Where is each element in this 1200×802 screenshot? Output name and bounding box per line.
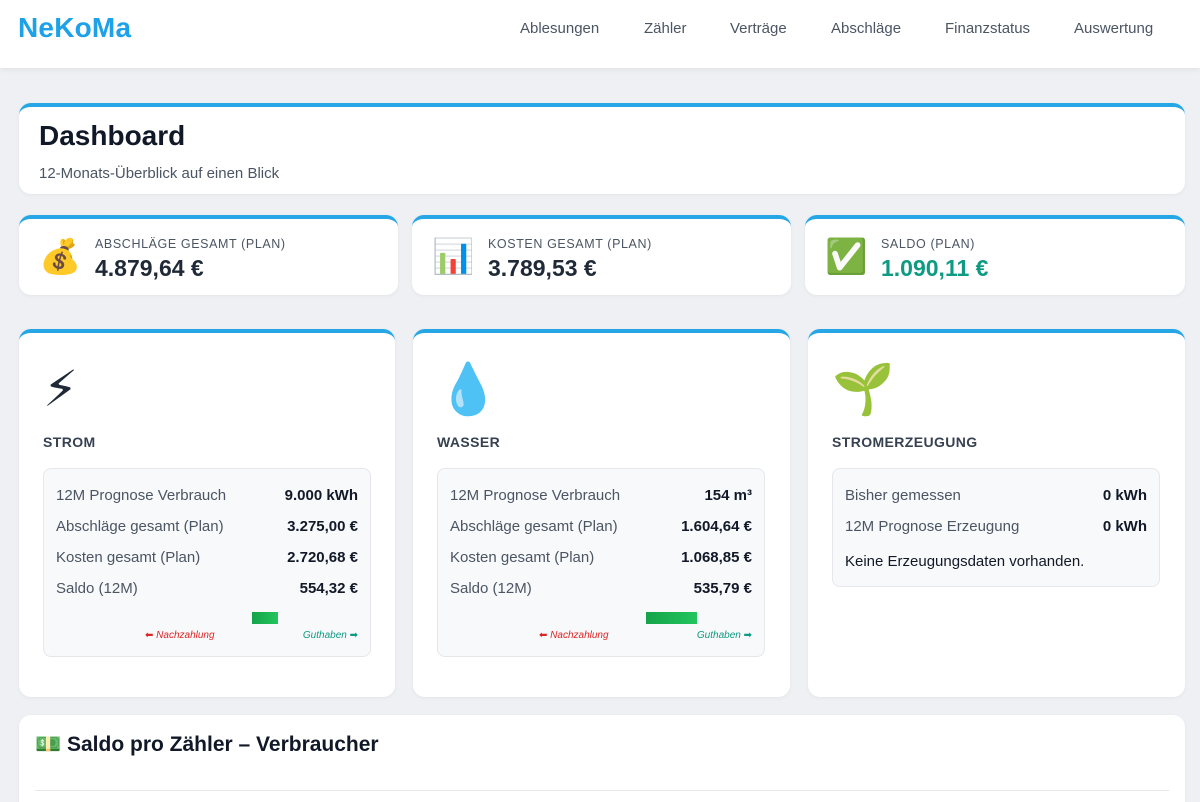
detail-row: 12M Prognose Verbrauch 9.000 kWh — [56, 487, 358, 507]
kpi-card-kosten: 📊 Kosten gesamt (Plan) 3.789,53 € — [412, 215, 791, 295]
detail-label: Kosten gesamt (Plan) — [56, 549, 201, 566]
detail-value: 535,79 € — [693, 580, 752, 597]
kpi-value: 3.789,53 € — [488, 255, 597, 281]
detail-row: Bisher gemessen 0 kWh — [845, 487, 1147, 507]
page-subtitle: 12-Monats-Überblick auf einen Blick — [39, 165, 280, 182]
nav-link-abschlaege[interactable]: Abschläge — [831, 20, 902, 37]
kpi-label: Saldo (Plan) — [881, 237, 976, 251]
nav-link-vertraege[interactable]: Verträge — [730, 20, 787, 37]
top-navigation-bar: NeKoMa Ablesungen Zähler Verträge Abschl… — [0, 0, 1200, 68]
balance-bar-fill — [646, 612, 697, 624]
kpi-label: Kosten gesamt (Plan) — [488, 237, 652, 251]
lightning-icon: ⚡ — [43, 361, 79, 417]
service-title: STROMERZEUGUNG — [832, 434, 978, 450]
nav-link-auswertung[interactable]: Auswertung — [1074, 20, 1154, 37]
detail-value: 1.068,85 € — [681, 549, 752, 566]
water-drop-icon: 💧 — [437, 361, 500, 417]
nav-link-zaehler[interactable]: Zähler — [644, 20, 687, 37]
legend-nachzahlung: ⬅ Nachzahlung — [145, 630, 215, 641]
service-card-wasser: 💧 WASSER 12M Prognose Verbrauch 154 m³ A… — [413, 329, 790, 697]
detail-value: 554,32 € — [299, 580, 358, 597]
empty-state-note: Keine Erzeugungsdaten vorhanden. — [845, 553, 1085, 570]
detail-value: 3.275,00 € — [287, 518, 358, 535]
balance-bar — [144, 612, 360, 624]
service-title: STROM — [43, 434, 96, 450]
detail-row: Kosten gesamt (Plan) 2.720,68 € — [56, 549, 358, 569]
detail-label: 12M Prognose Erzeugung — [845, 518, 1020, 535]
detail-label: Saldo (12M) — [56, 580, 138, 597]
detail-row: Saldo (12M) 535,79 € — [450, 580, 752, 600]
detail-row: Kosten gesamt (Plan) 1.068,85 € — [450, 549, 752, 569]
detail-row: 12M Prognose Verbrauch 154 m³ — [450, 487, 752, 507]
dashboard-header-card: Dashboard 12-Monats-Überblick auf einen … — [19, 103, 1185, 194]
nav-link-ablesungen[interactable]: Ablesungen — [520, 20, 600, 37]
service-details: Bisher gemessen 0 kWh 12M Prognose Erzeu… — [832, 468, 1160, 587]
legend-guthaben: Guthaben ➡ — [696, 630, 752, 641]
detail-row: 12M Prognose Erzeugung 0 kWh — [845, 518, 1147, 538]
section-divider — [35, 790, 1169, 791]
detail-value: 0 kWh — [1102, 487, 1147, 504]
section-title-text: Saldo pro Zähler – Verbraucher — [67, 733, 379, 756]
service-details: 12M Prognose Verbrauch 154 m³ Abschläge … — [437, 468, 765, 657]
seedling-icon: 🌱 — [832, 361, 895, 417]
section-title: 💵 Saldo pro Zähler – Verbraucher — [35, 733, 379, 757]
detail-label: 12M Prognose Verbrauch — [450, 487, 621, 504]
service-title: WASSER — [437, 434, 501, 450]
detail-label: Bisher gemessen — [845, 487, 961, 504]
detail-label: Kosten gesamt (Plan) — [450, 549, 595, 566]
detail-value: 0 kWh — [1102, 518, 1147, 535]
detail-value: 1.604,64 € — [681, 518, 752, 535]
kpi-card-saldo: ✅ Saldo (Plan) 1.090,11 € — [805, 215, 1185, 295]
legend-nachzahlung: ⬅ Nachzahlung — [539, 630, 609, 641]
kpi-value: 4.879,64 € — [95, 255, 204, 281]
detail-value: 9.000 kWh — [284, 487, 358, 504]
detail-row: Saldo (12M) 554,32 € — [56, 580, 358, 600]
service-card-strom: ⚡ STROM 12M Prognose Verbrauch 9.000 kWh… — [19, 329, 395, 697]
detail-label: Abschläge gesamt (Plan) — [56, 518, 224, 535]
legend-guthaben: Guthaben ➡ — [302, 630, 358, 641]
balance-bar-fill — [252, 612, 278, 624]
main-nav: Ablesungen Zähler Verträge Abschläge Fin… — [0, 20, 1200, 40]
nav-link-finanzstatus[interactable]: Finanzstatus — [945, 20, 1031, 37]
brand-logo[interactable]: NeKoMa — [18, 12, 132, 43]
kpi-value: 1.090,11 € — [881, 255, 989, 281]
detail-label: 12M Prognose Verbrauch — [56, 487, 227, 504]
detail-value: 2.720,68 € — [287, 549, 358, 566]
kpi-card-abschlaege: 💰 Abschläge gesamt (Plan) 4.879,64 € — [19, 215, 398, 295]
service-card-stromerzeugung: 🌱 STROMERZEUGUNG Bisher gemessen 0 kWh 1… — [808, 329, 1185, 697]
bar-chart-icon: 📊 — [432, 238, 475, 276]
kpi-label: Abschläge gesamt (Plan) — [95, 237, 286, 251]
detail-label: Saldo (12M) — [450, 580, 532, 597]
detail-row: Abschläge gesamt (Plan) 1.604,64 € — [450, 518, 752, 538]
detail-label: Abschläge gesamt (Plan) — [450, 518, 618, 535]
check-mark-icon: ✅ — [825, 238, 868, 276]
banknote-icon: 💵 — [35, 733, 62, 756]
balance-bar — [538, 612, 754, 624]
saldo-per-meter-section: 💵 Saldo pro Zähler – Verbraucher — [19, 715, 1185, 802]
detail-value: 154 m³ — [704, 487, 752, 504]
service-details: 12M Prognose Verbrauch 9.000 kWh Abschlä… — [43, 468, 371, 657]
page-title: Dashboard — [39, 120, 186, 151]
detail-row: Abschläge gesamt (Plan) 3.275,00 € — [56, 518, 358, 538]
money-bag-icon: 💰 — [39, 238, 82, 276]
